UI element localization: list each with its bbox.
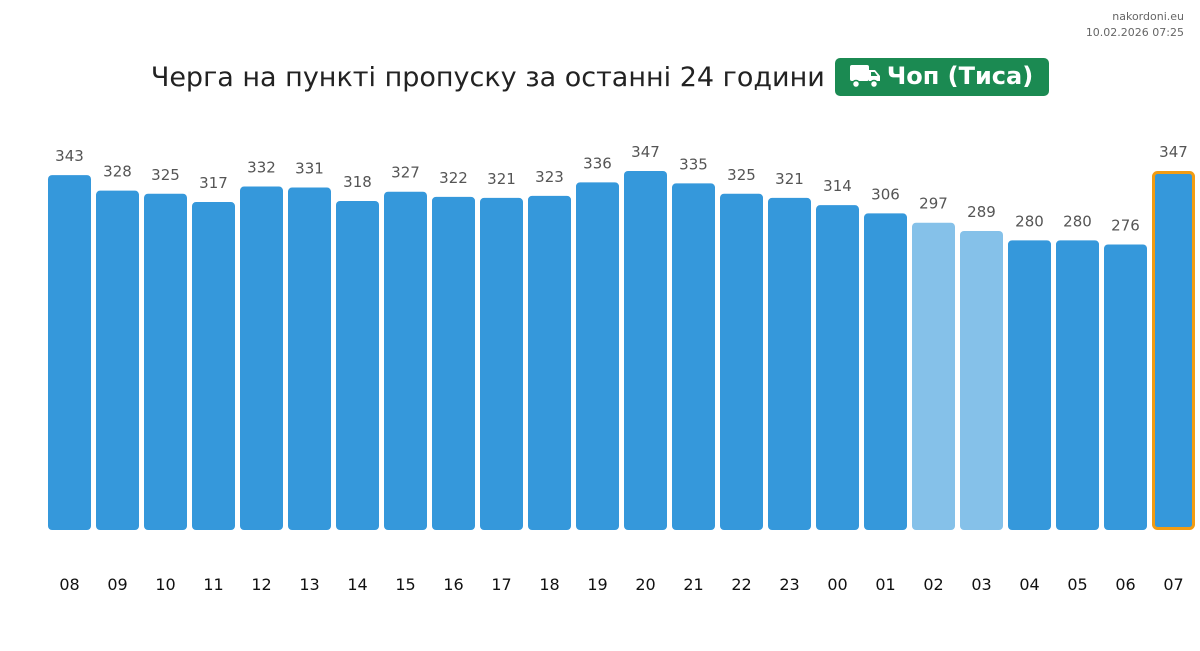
x-tick-label-20: 20 (635, 575, 655, 594)
bar-21 (672, 183, 715, 530)
bar-11 (192, 202, 235, 530)
bar-19 (576, 182, 619, 530)
x-tick-label-14: 14 (347, 575, 367, 594)
x-tick-label-06: 06 (1115, 575, 1135, 594)
bar-22 (720, 193, 763, 530)
data-label-21: 335 (679, 155, 708, 173)
chart-header: Черга на пункті пропуску за останні 24 г… (0, 58, 1200, 96)
timestamp: 10.02.2026 07:25 (1085, 26, 1184, 39)
chart-title: Черга на пункті пропуску за останні 24 г… (150, 61, 825, 93)
bar-10 (144, 193, 187, 530)
data-label-02: 297 (919, 195, 948, 213)
x-tick-label-04: 04 (1019, 575, 1039, 594)
bar-20 (624, 171, 667, 530)
data-label-07: 347 (1159, 143, 1188, 161)
data-label-17: 321 (487, 170, 516, 188)
x-tick-label-15: 15 (395, 575, 415, 594)
x-tick-label-03: 03 (971, 575, 991, 594)
data-label-09: 328 (103, 163, 132, 181)
bar-01 (864, 213, 907, 531)
data-label-18: 323 (535, 168, 564, 186)
site-name: nakordoni.eu (1112, 10, 1184, 23)
data-label-06: 276 (1111, 216, 1140, 234)
bar-05 (1056, 240, 1099, 530)
checkpoint-badge: Чоп (Тиса) (834, 58, 1050, 96)
checkpoint-name: Чоп (Тиса) (886, 62, 1034, 90)
site-info: nakordoni.eu 10.02.2026 07:25 (1086, 9, 1184, 41)
bar-15 (384, 191, 427, 530)
bar-06 (1104, 244, 1147, 531)
bar-07 (1152, 171, 1195, 530)
x-tick-label-13: 13 (299, 575, 319, 594)
data-label-10: 325 (151, 166, 180, 184)
data-label-15: 327 (391, 164, 420, 182)
bar-13 (288, 187, 331, 530)
bar-14 (336, 201, 379, 531)
data-label-05: 280 (1063, 212, 1092, 230)
x-tick-label-08: 08 (59, 575, 79, 594)
data-label-04: 280 (1015, 212, 1044, 230)
bar-09 (96, 190, 139, 531)
bar-12 (240, 186, 283, 530)
bar-18 (528, 195, 571, 531)
data-label-00: 314 (823, 177, 852, 195)
bar-08 (48, 175, 91, 531)
x-tick-label-05: 05 (1067, 575, 1087, 594)
data-label-16: 322 (439, 169, 468, 187)
x-tick-label-21: 21 (683, 575, 703, 594)
x-tick-label-22: 22 (731, 575, 751, 594)
x-tick-label-12: 12 (251, 575, 271, 594)
bar-17 (480, 197, 523, 530)
x-tick-label-23: 23 (779, 575, 799, 594)
data-label-08: 343 (55, 147, 84, 165)
data-label-19: 336 (583, 154, 612, 172)
data-label-13: 331 (295, 160, 324, 178)
data-label-23: 321 (775, 170, 804, 188)
x-tick-label-09: 09 (107, 575, 127, 594)
bar-02 (912, 222, 955, 530)
data-label-03: 289 (967, 203, 996, 221)
x-tick-label-01: 01 (875, 575, 895, 594)
data-label-22: 325 (727, 166, 756, 184)
data-label-14: 318 (343, 173, 372, 191)
bar-04 (1008, 240, 1051, 530)
x-tick-label-02: 02 (923, 575, 943, 594)
data-label-11: 317 (199, 174, 228, 192)
bar-03 (960, 231, 1003, 530)
x-tick-label-19: 19 (587, 575, 607, 594)
x-tick-label-11: 11 (203, 575, 223, 594)
data-label-20: 347 (631, 143, 660, 161)
x-tick-label-00: 00 (827, 575, 847, 594)
bar-23 (768, 197, 811, 530)
x-tick-label-10: 10 (155, 575, 175, 594)
bar-00 (816, 205, 859, 530)
x-tick-label-17: 17 (491, 575, 511, 594)
data-label-12: 332 (247, 159, 276, 177)
truck-icon (849, 65, 880, 89)
x-tick-label-07: 07 (1163, 575, 1183, 594)
x-tick-label-18: 18 (539, 575, 559, 594)
x-tick-label-16: 16 (443, 575, 463, 594)
bar-16 (432, 196, 475, 530)
data-label-01: 306 (871, 185, 900, 203)
